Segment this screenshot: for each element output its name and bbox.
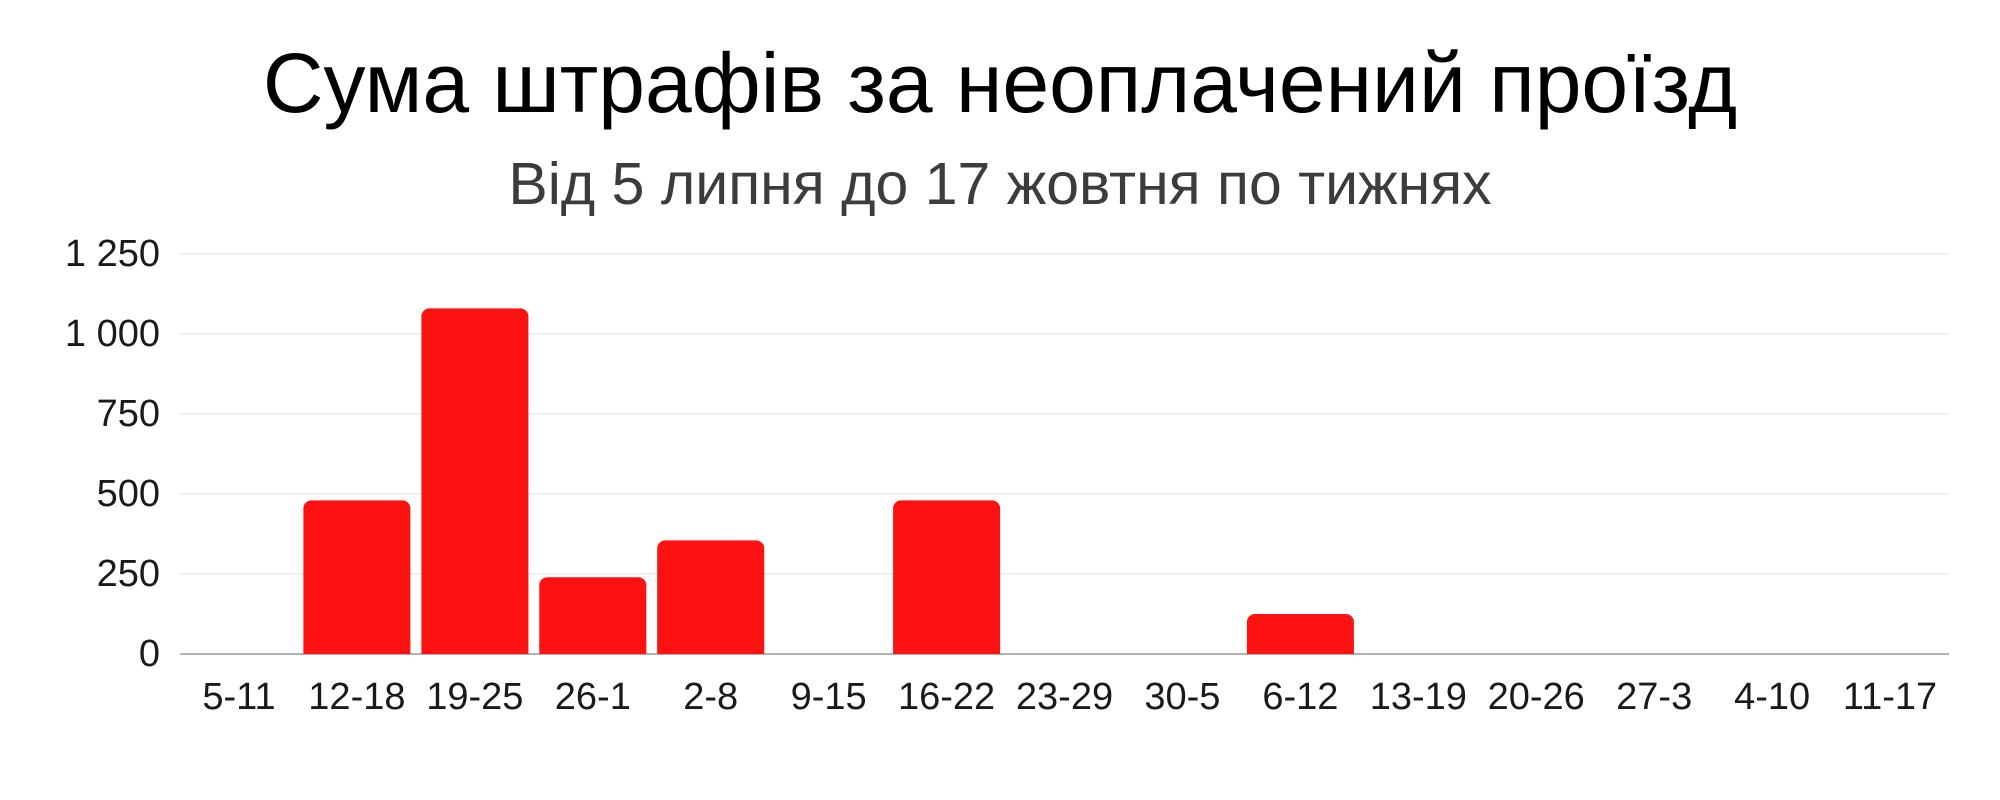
svg-text:9-15: 9-15 [791, 676, 867, 718]
svg-text:0: 0 [139, 633, 160, 675]
svg-text:12-18: 12-18 [308, 676, 405, 718]
svg-text:16-22: 16-22 [898, 676, 995, 718]
svg-text:27-3: 27-3 [1616, 676, 1692, 718]
svg-text:20-26: 20-26 [1488, 676, 1585, 718]
svg-text:13-19: 13-19 [1370, 676, 1467, 718]
svg-text:6-12: 6-12 [1262, 676, 1338, 718]
svg-text:750: 750 [97, 393, 160, 435]
svg-text:26-1: 26-1 [555, 676, 631, 718]
svg-text:11-17: 11-17 [1843, 676, 1937, 718]
svg-text:4-10: 4-10 [1734, 676, 1810, 718]
svg-text:2-8: 2-8 [683, 676, 738, 718]
svg-text:250: 250 [97, 553, 160, 595]
svg-text:23-29: 23-29 [1016, 676, 1113, 718]
svg-text:5-11: 5-11 [202, 676, 275, 718]
svg-text:19-25: 19-25 [426, 676, 523, 718]
svg-text:1 250: 1 250 [65, 233, 160, 275]
svg-text:30-5: 30-5 [1144, 676, 1220, 718]
svg-text:1 000: 1 000 [65, 313, 160, 355]
svg-text:500: 500 [97, 473, 160, 515]
